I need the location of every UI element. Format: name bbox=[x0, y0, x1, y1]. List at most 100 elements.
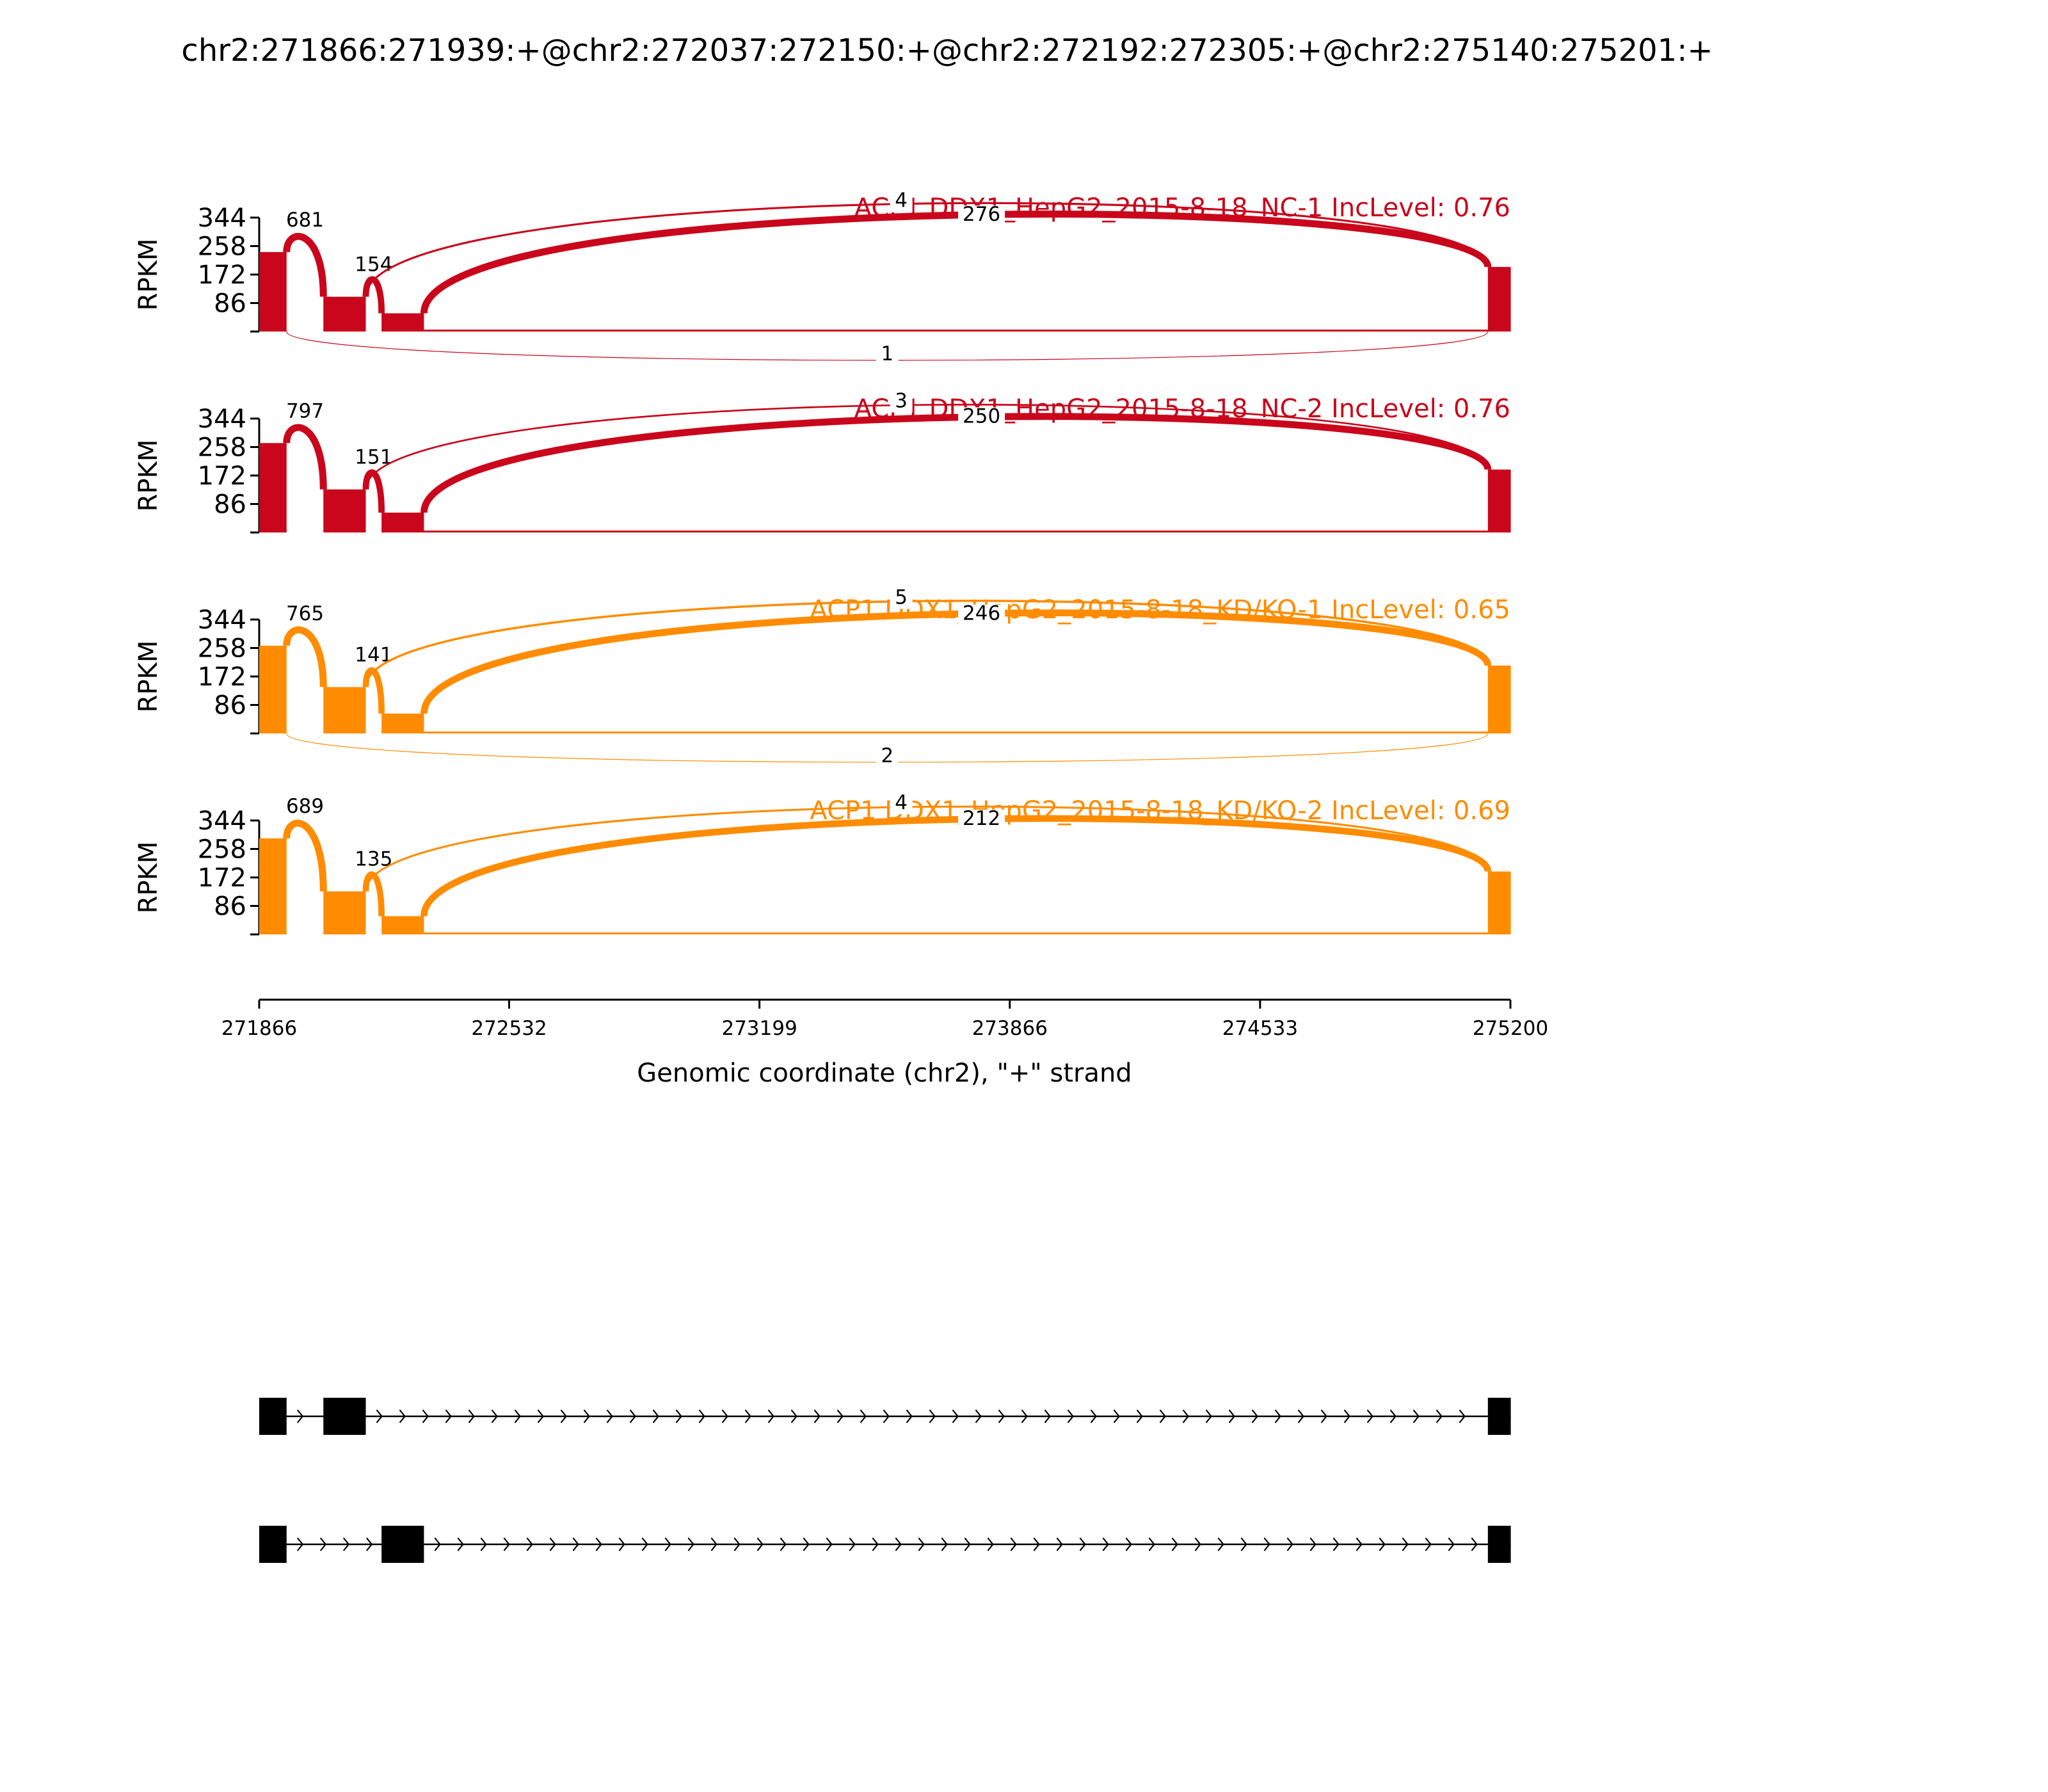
strand-arrow-icon bbox=[1320, 1409, 1327, 1423]
strand-arrow-icon bbox=[1217, 1537, 1224, 1551]
strand-arrow-icon bbox=[1102, 1537, 1109, 1551]
strand-arrow-icon bbox=[1309, 1537, 1316, 1551]
x-tick-label: 273199 bbox=[721, 1017, 797, 1040]
intron-coverage bbox=[424, 330, 1488, 332]
isoform-exon-exon3 bbox=[381, 1526, 424, 1563]
junction-arc bbox=[420, 609, 1492, 714]
strand-arrow-icon bbox=[895, 1537, 902, 1551]
strand-arrow-icon bbox=[1448, 1537, 1455, 1551]
strand-arrow-icon bbox=[1044, 1409, 1051, 1423]
strand-arrow-icon bbox=[468, 1409, 475, 1423]
strand-arrow-icon bbox=[549, 1537, 556, 1551]
x-tick-label: 275200 bbox=[1473, 1017, 1548, 1040]
coverage-bar-exon1 bbox=[259, 838, 287, 934]
strand-arrow-icon bbox=[952, 1409, 959, 1423]
coverage-bar-exon1 bbox=[259, 252, 287, 332]
y-tick-label: 344 bbox=[198, 806, 246, 836]
junction-label-bg bbox=[958, 810, 1005, 831]
strand-arrow-icon bbox=[860, 1409, 867, 1423]
strand-arrow-icon bbox=[1263, 1537, 1270, 1551]
strand-arrow-icon bbox=[1033, 1537, 1040, 1551]
strand-arrow-icon bbox=[767, 1409, 774, 1423]
strand-arrow-icon bbox=[872, 1537, 879, 1551]
strand-arrow-icon bbox=[906, 1409, 913, 1423]
strand-arrow-icon bbox=[1343, 1409, 1350, 1423]
junction-count-label: 797 bbox=[286, 399, 324, 422]
strand-arrow-icon bbox=[595, 1537, 602, 1551]
strand-arrow-icon bbox=[721, 1409, 728, 1423]
intron-coverage bbox=[424, 531, 1488, 532]
plot-title: chr2:271866:271939:+@chr2:272037:272150:… bbox=[181, 33, 1713, 68]
junction-label-bg bbox=[350, 646, 397, 667]
coverage-bar-exon3 bbox=[381, 512, 424, 532]
strand-arrow-icon bbox=[813, 1409, 820, 1423]
coverage-bar-exon1 bbox=[259, 645, 287, 733]
junction-arc bbox=[365, 403, 1489, 490]
strand-arrow-icon bbox=[641, 1537, 648, 1551]
intron-coverage bbox=[424, 732, 1488, 733]
junction-count-label: 3 bbox=[895, 389, 908, 412]
strand-arrow-icon bbox=[1159, 1409, 1166, 1423]
inclusion-isoform-2 bbox=[259, 1526, 1511, 1563]
x-tick-label: 272532 bbox=[471, 1017, 547, 1040]
strand-arrow-icon bbox=[491, 1409, 498, 1423]
y-tick-label: 86 bbox=[214, 289, 246, 319]
junction-count-label: 765 bbox=[286, 602, 324, 625]
isoform-exon-exon2 bbox=[323, 1398, 366, 1435]
strand-arrow-icon bbox=[849, 1537, 856, 1551]
junction-count-label: 689 bbox=[286, 795, 324, 818]
track-title: ACP1 DDX1_HepG2_2015-8-18_KD/KO-1 IncLev… bbox=[810, 595, 1510, 625]
strand-arrow-icon bbox=[1171, 1537, 1178, 1551]
junction-arc bbox=[364, 805, 1489, 892]
coverage-bar-exon4 bbox=[1487, 665, 1511, 733]
strand-arrow-icon bbox=[652, 1409, 659, 1423]
coverage-bar-exon4 bbox=[1487, 267, 1511, 332]
strand-arrow-icon bbox=[1379, 1537, 1386, 1551]
strand-arrow-icon bbox=[526, 1537, 533, 1551]
junction-arc bbox=[364, 202, 1489, 297]
inclusion-isoform-1 bbox=[259, 1398, 1511, 1435]
junction-count-label: 4 bbox=[895, 791, 908, 814]
strand-arrow-icon bbox=[1090, 1409, 1097, 1423]
strand-arrow-icon bbox=[537, 1409, 544, 1423]
strand-arrow-icon bbox=[883, 1409, 890, 1423]
strand-arrow-icon bbox=[296, 1537, 304, 1551]
junction-arc bbox=[420, 815, 1492, 917]
x-tick-label: 271866 bbox=[221, 1017, 297, 1040]
strand-arrow-icon bbox=[964, 1537, 971, 1551]
junction-label-bg bbox=[890, 392, 913, 413]
junction-arc bbox=[420, 211, 1492, 314]
strand-arrow-icon bbox=[790, 1409, 797, 1423]
strand-arrow-icon bbox=[422, 1409, 429, 1423]
junction-count-label: 246 bbox=[963, 602, 1000, 625]
strand-arrow-icon bbox=[1125, 1537, 1132, 1551]
coverage-bar-exon2 bbox=[323, 687, 366, 733]
junction-label-bg bbox=[876, 345, 899, 365]
y-tick-label: 86 bbox=[214, 490, 246, 520]
track-4: ACP1 DDX1_HepG2_2015-8-18_KD/KO-2 IncLev… bbox=[134, 791, 1511, 936]
strand-arrow-icon bbox=[319, 1537, 327, 1551]
strand-arrow-icon bbox=[365, 1537, 373, 1551]
strand-arrow-icon bbox=[733, 1537, 740, 1551]
strand-arrow-icon bbox=[503, 1537, 510, 1551]
strand-arrow-icon bbox=[399, 1409, 406, 1423]
junction-label-bg bbox=[282, 604, 329, 625]
junction-label-bg bbox=[350, 448, 397, 469]
junction-label-bg bbox=[282, 797, 329, 818]
coverage-bar-exon2 bbox=[323, 296, 366, 332]
strand-arrow-icon bbox=[629, 1409, 636, 1423]
junction-label-bg bbox=[890, 191, 913, 212]
isoform-structures bbox=[259, 1398, 1511, 1563]
junction-label-bg bbox=[958, 604, 1005, 625]
track-3: ACP1 DDX1_HepG2_2015-8-18_KD/KO-1 IncLev… bbox=[134, 586, 1511, 767]
strand-arrow-icon bbox=[1425, 1537, 1432, 1551]
strand-arrow-icon bbox=[756, 1537, 764, 1551]
junction-arc bbox=[283, 424, 327, 490]
strand-arrow-icon bbox=[1297, 1409, 1304, 1423]
junction-arc bbox=[283, 232, 327, 297]
junction-label-bg bbox=[890, 588, 913, 609]
junction-label-bg bbox=[876, 747, 899, 767]
y-tick-label: 172 bbox=[198, 662, 246, 692]
strand-arrow-icon bbox=[929, 1409, 936, 1423]
coverage-bar-exon3 bbox=[381, 313, 424, 332]
